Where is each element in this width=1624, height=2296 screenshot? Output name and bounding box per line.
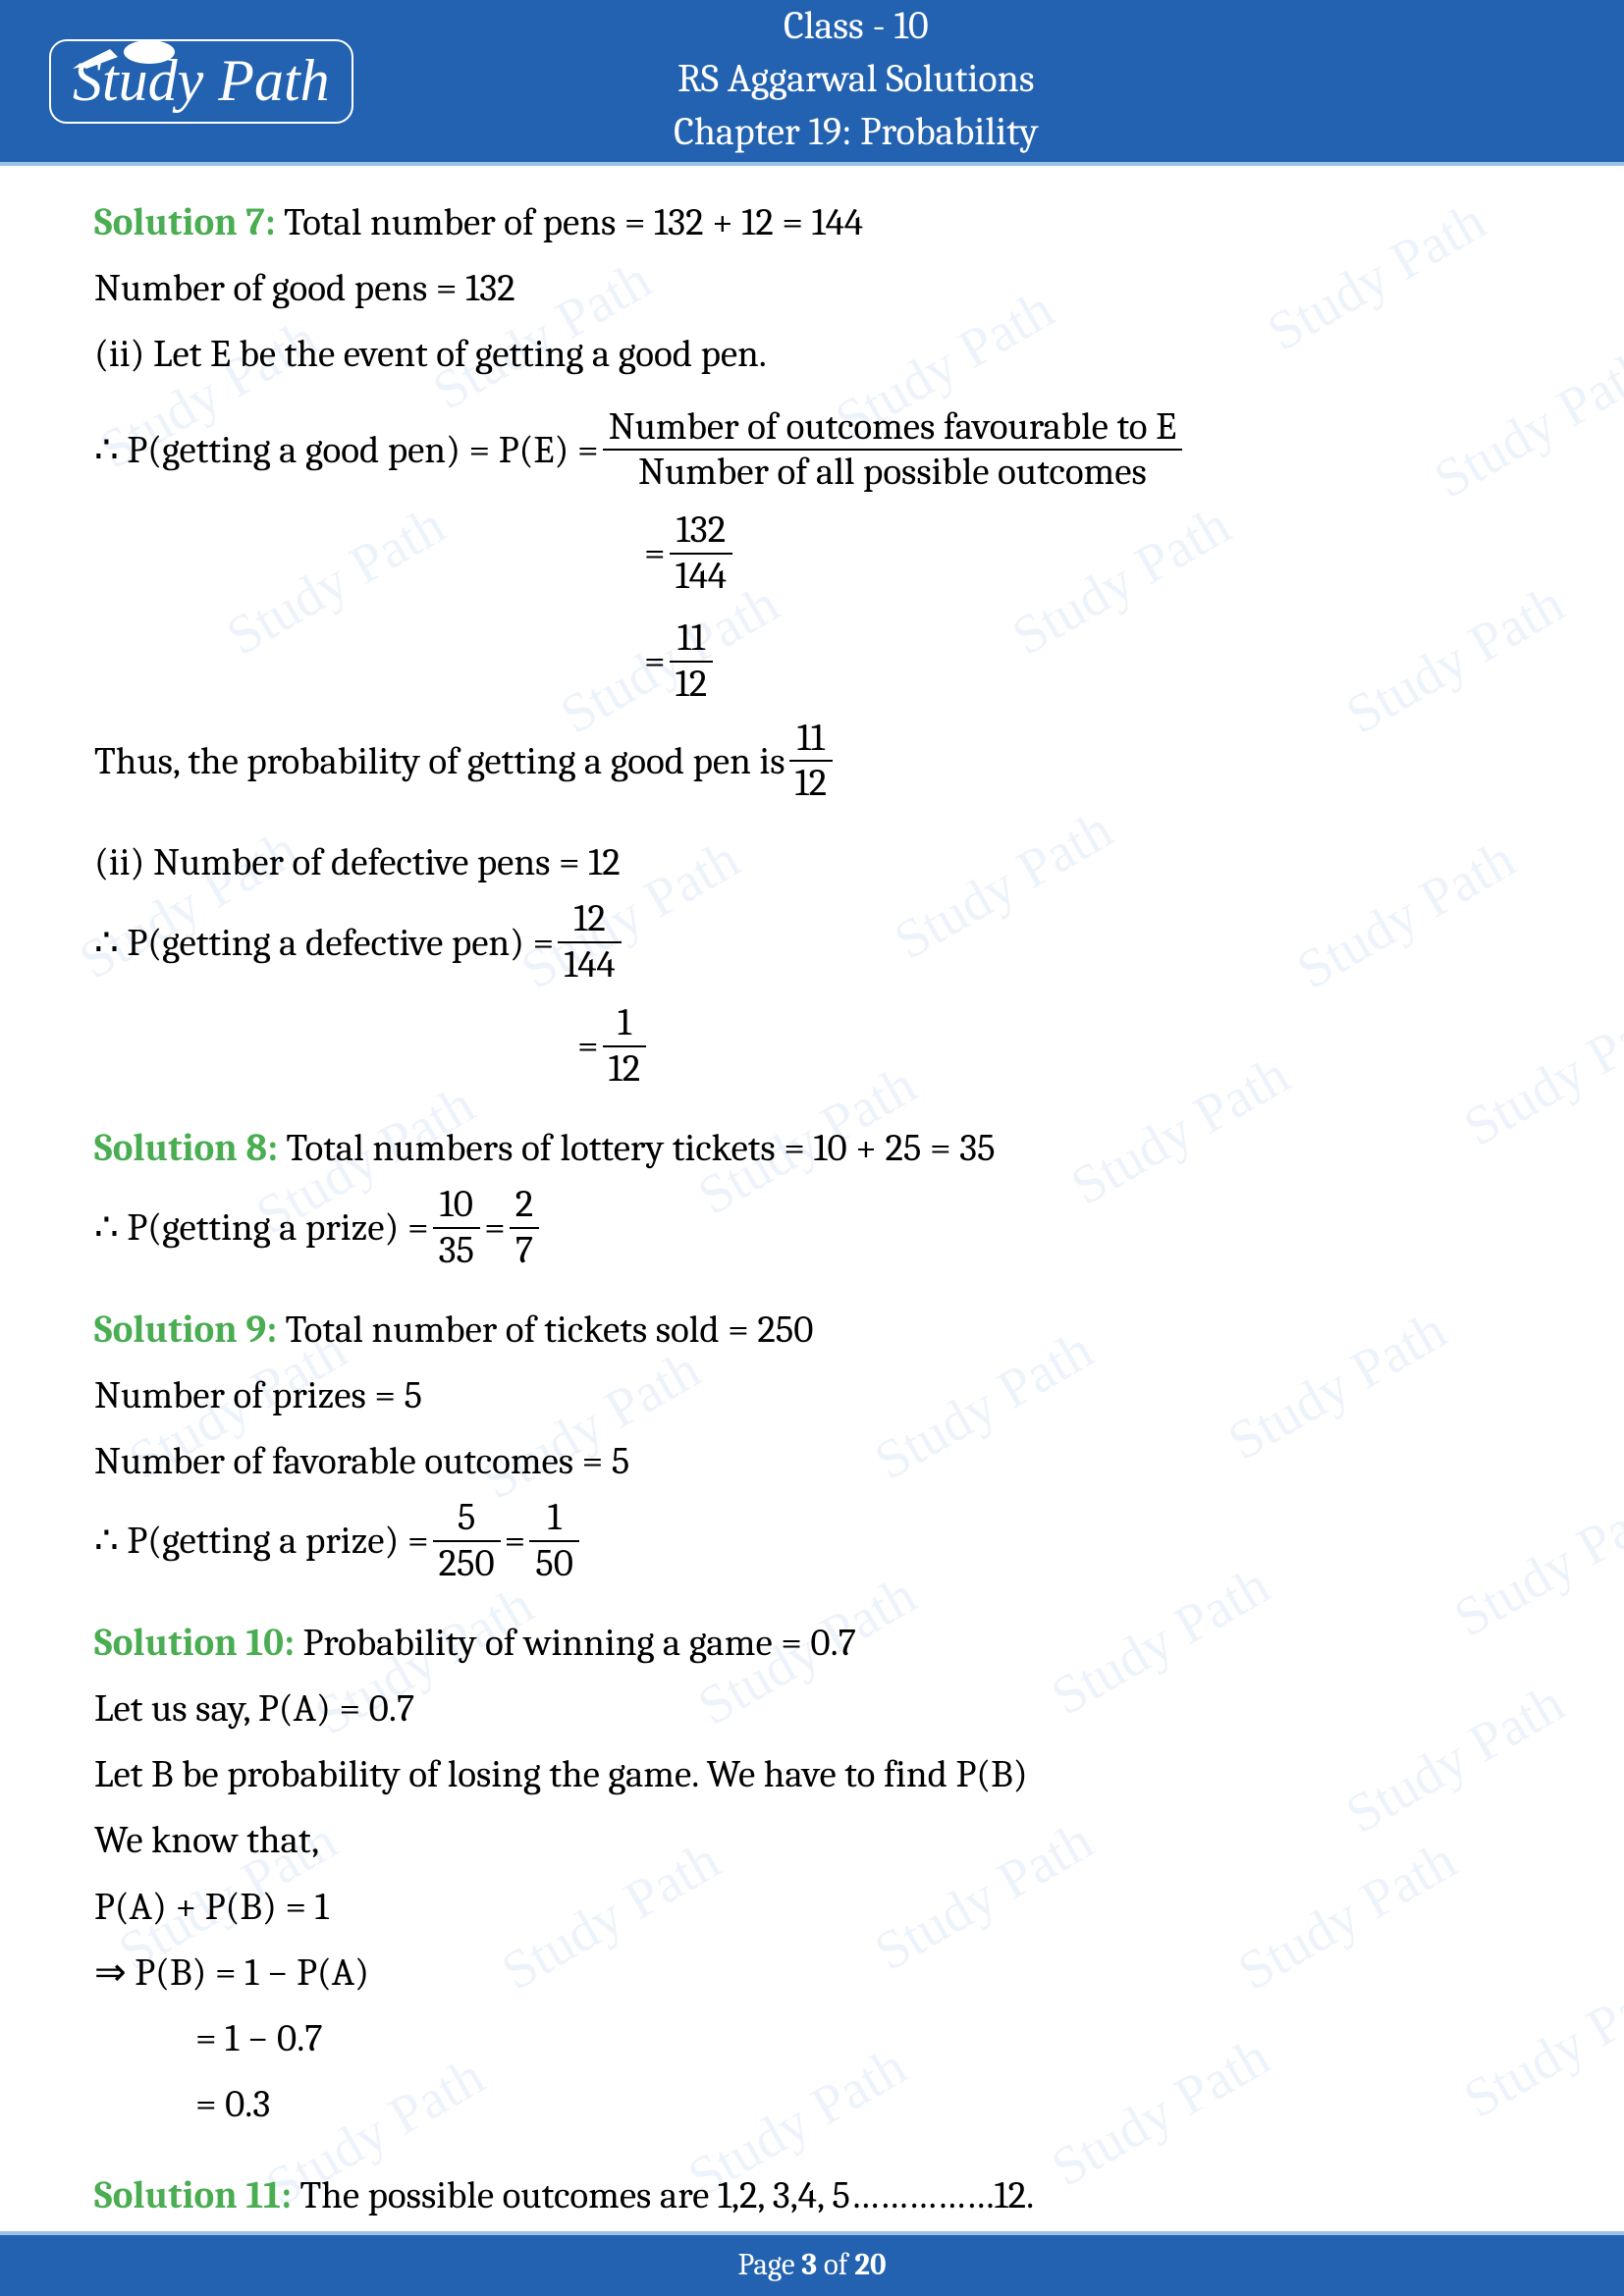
numerator: 11 <box>789 717 834 761</box>
fraction: 10 35 <box>433 1183 481 1273</box>
text: Number of favorable outcomes = 5 <box>94 1430 1530 1492</box>
text: Number of good pens = 132 <box>94 257 1530 319</box>
text: P(A) + P(B) = 1 <box>94 1876 1530 1938</box>
text: = <box>505 1510 526 1572</box>
footer-prefix: Page <box>737 2247 801 2282</box>
denominator: 12 <box>789 760 834 806</box>
solution-8: Solution 8: Total numbers of lottery tic… <box>94 1117 1530 1179</box>
header-titles: Class - 10 RS Aggarwal Solutions Chapter… <box>353 5 1359 158</box>
text: = <box>644 630 666 692</box>
text: ∴ P(getting a good pen) = P(E) = <box>94 419 599 481</box>
numerator: 1 <box>603 1001 647 1045</box>
fraction: 1 50 <box>529 1496 579 1586</box>
page-header: Study Path Class - 10 RS Aggarwal Soluti… <box>0 0 1624 162</box>
equation: ∴ P(getting a good pen) = P(E) = Number … <box>94 405 1530 496</box>
text: ∴ P(getting a defective pen) = <box>94 912 554 974</box>
numerator: Number of outcomes favourable to E <box>603 405 1183 450</box>
footer-bar: Page 3 of 20 <box>0 2235 1624 2296</box>
header-book: RS Aggarwal Solutions <box>353 52 1359 105</box>
denominator: 50 <box>529 1540 579 1586</box>
denominator: Number of all possible outcomes <box>603 449 1183 495</box>
equation: = 1 12 <box>577 1001 1530 1092</box>
denominator: 250 <box>433 1540 501 1586</box>
fraction: 1 12 <box>603 1001 647 1092</box>
equation: ∴ P(getting a prize) = 10 35 = 2 7 <box>94 1183 1530 1273</box>
logo: Study Path <box>49 39 353 124</box>
text: Total number of pens = 132 + 12 = 144 <box>276 200 864 244</box>
fraction: Number of outcomes favourable to E Numbe… <box>603 405 1183 496</box>
equation: = 11 12 <box>644 616 717 707</box>
text: = <box>484 1197 506 1258</box>
fraction: 11 12 <box>670 616 714 707</box>
footer-divider <box>0 2231 1624 2235</box>
text: Let B be probability of losing the game.… <box>94 1743 1530 1805</box>
numerator: 5 <box>433 1496 501 1540</box>
text-line: Thus, the probability of getting a good … <box>94 717 1530 807</box>
equation: = 132 144 <box>644 508 736 599</box>
solution-label: Solution 10: <box>94 1621 295 1665</box>
numerator: 132 <box>670 508 733 553</box>
solution-7: Solution 7: Total number of pens = 132 +… <box>94 191 1530 253</box>
header-class: Class - 10 <box>353 0 1359 52</box>
text: The possible outcomes are 1,2, 3,4, 5………… <box>292 2173 1034 2217</box>
page-number: 3 <box>801 2247 817 2282</box>
solution-label: Solution 7: <box>94 200 276 244</box>
numerator: 10 <box>433 1183 481 1227</box>
text: Let us say, P(A) = 0.7 <box>94 1678 1530 1739</box>
text: Probability of winning a game = 0.7 <box>295 1621 856 1665</box>
page-content: Solution 7: Total number of pens = 132 +… <box>0 166 1624 2226</box>
text: We know that, <box>94 1809 1530 1871</box>
numerator: 1 <box>529 1496 579 1540</box>
fraction: 132 144 <box>670 508 733 599</box>
text: = <box>577 1015 599 1077</box>
text: (ii) Number of defective pens = 12 <box>94 831 1530 893</box>
numerator: 2 <box>510 1183 539 1227</box>
page-total: 20 <box>854 2247 886 2282</box>
denominator: 144 <box>558 941 622 988</box>
text: = <box>644 522 666 584</box>
text: ∴ P(getting a prize) = <box>94 1197 429 1258</box>
denominator: 12 <box>603 1045 647 1092</box>
fraction: 5 250 <box>433 1496 501 1586</box>
text: = 1 − 0.7 <box>94 2007 1530 2069</box>
text: (ii) Let E be the event of getting a goo… <box>94 323 1530 385</box>
numerator: 11 <box>670 616 714 661</box>
text: ∴ P(getting a prize) = <box>94 1510 429 1572</box>
denominator: 12 <box>670 661 714 707</box>
equation: ∴ P(getting a prize) = 5 250 = 1 50 <box>94 1496 1530 1586</box>
fraction: 12 144 <box>558 897 622 988</box>
denominator: 35 <box>433 1227 481 1273</box>
denominator: 7 <box>510 1227 539 1273</box>
footer-mid: of <box>817 2247 854 2282</box>
solution-label: Solution 9: <box>94 1308 277 1352</box>
pen-icon <box>73 35 181 69</box>
solution-10: Solution 10: Probability of winning a ga… <box>94 1612 1530 1674</box>
text: Total number of tickets sold = 250 <box>277 1308 813 1352</box>
fraction: 2 7 <box>510 1183 539 1273</box>
page-footer: Page 3 of 20 <box>0 2231 1624 2296</box>
denominator: 144 <box>670 553 733 599</box>
equation: ∴ P(getting a defective pen) = 12 144 <box>94 897 1530 988</box>
text: = 0.3 <box>94 2073 1530 2135</box>
text: Total numbers of lottery tickets = 10 + … <box>278 1126 996 1170</box>
text: ⇒ P(B) = 1 − P(A) <box>94 1942 1530 2003</box>
solution-9: Solution 9: Total number of tickets sold… <box>94 1299 1530 1361</box>
numerator: 12 <box>558 897 622 941</box>
solution-label: Solution 11: <box>94 2173 292 2217</box>
solution-label: Solution 8: <box>94 1126 278 1170</box>
text: Number of prizes = 5 <box>94 1364 1530 1426</box>
header-chapter: Chapter 19: Probability <box>353 105 1359 158</box>
fraction: 11 12 <box>789 717 834 807</box>
header-divider <box>0 162 1624 166</box>
text: Thus, the probability of getting a good … <box>94 730 785 792</box>
solution-11: Solution 11: The possible outcomes are 1… <box>94 2164 1530 2226</box>
